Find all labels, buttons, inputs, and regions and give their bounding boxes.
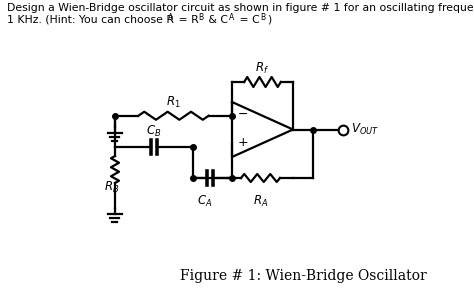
Text: $R_f$: $R_f$ bbox=[255, 61, 270, 76]
Text: 1 KHz. (Hint: You can choose R: 1 KHz. (Hint: You can choose R bbox=[7, 15, 174, 25]
Text: = C: = C bbox=[236, 15, 260, 25]
Text: $R_1$: $R_1$ bbox=[166, 95, 181, 110]
Text: ): ) bbox=[267, 15, 271, 25]
Text: Figure # 1: Wien-Bridge Oscillator: Figure # 1: Wien-Bridge Oscillator bbox=[180, 269, 427, 283]
Text: −: − bbox=[238, 108, 248, 121]
Text: A: A bbox=[229, 13, 234, 22]
Text: $C_B$: $C_B$ bbox=[146, 124, 162, 139]
Text: B: B bbox=[198, 13, 203, 22]
Text: B: B bbox=[260, 13, 265, 22]
Text: $R_A$: $R_A$ bbox=[253, 194, 268, 209]
Text: +: + bbox=[238, 136, 249, 149]
Text: & C: & C bbox=[205, 15, 228, 25]
Text: A: A bbox=[168, 13, 173, 22]
Text: = R: = R bbox=[175, 15, 199, 25]
Text: Design a Wien-Bridge oscillator circuit as shown in figure # 1 for an oscillatin: Design a Wien-Bridge oscillator circuit … bbox=[7, 3, 474, 13]
Text: $C_A$: $C_A$ bbox=[197, 194, 212, 209]
Text: $V_{OUT}$: $V_{OUT}$ bbox=[351, 122, 379, 137]
Text: $R_B$: $R_B$ bbox=[104, 180, 119, 195]
